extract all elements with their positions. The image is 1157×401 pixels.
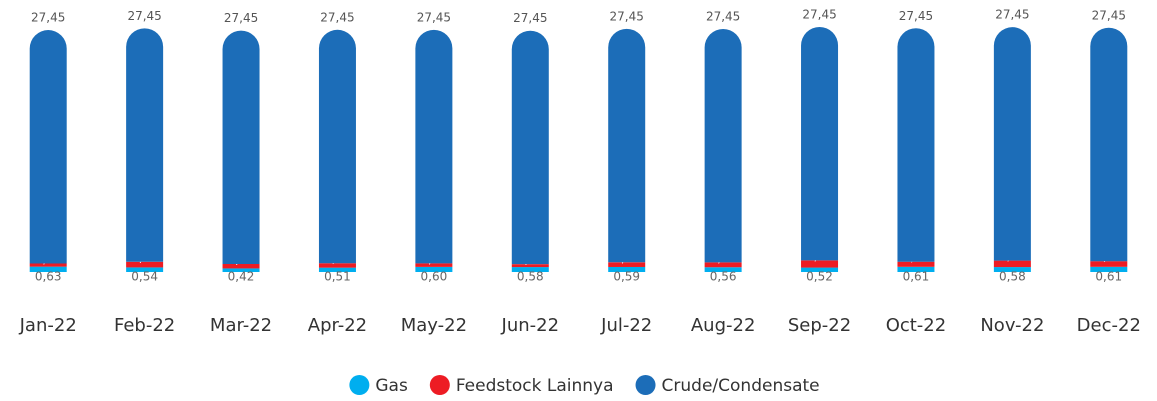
bar-segment (126, 261, 164, 268)
bar-segment (801, 260, 839, 268)
x-tick-label: Jul-22 (600, 315, 652, 336)
bar-segment (1090, 27, 1128, 262)
value-label: 27,45 (610, 9, 644, 23)
bar-segment (222, 268, 260, 272)
legend-label: Crude/Condensate (662, 376, 820, 396)
bar-segment (993, 27, 1031, 261)
bar-segment (897, 261, 935, 267)
bar-segment (511, 267, 549, 272)
bar-segment (126, 267, 164, 272)
bar-segment (222, 264, 260, 269)
value-label: 27,45 (127, 9, 161, 23)
legend-label: Gas (375, 376, 408, 396)
bar-segment (897, 28, 935, 262)
value-label: 0,63 (35, 270, 62, 284)
bar-segment (415, 266, 453, 272)
value-label: 27,45 (224, 11, 258, 25)
x-tick-label: Aug-22 (691, 315, 756, 336)
value-label: 0,58 (517, 270, 544, 284)
x-tick-label: Sep-22 (788, 315, 851, 336)
value-label: 0,60 (421, 270, 448, 284)
bar-segment (704, 267, 742, 272)
bar-segment (29, 263, 67, 267)
x-tick-label: Feb-22 (114, 315, 175, 336)
x-tick-label: Dec-22 (1077, 315, 1141, 336)
value-label: 0,58 (999, 270, 1026, 284)
value-label: 27,45 (417, 10, 451, 24)
x-tick-label: Jan-22 (19, 315, 77, 336)
bar-segment (704, 28, 742, 263)
bar-segment (608, 262, 646, 267)
bar-segment (318, 29, 356, 264)
value-label: 0,54 (131, 270, 158, 284)
bar-segment (897, 266, 935, 272)
value-label: 27,45 (899, 9, 933, 23)
bar-segment (318, 263, 356, 268)
x-tick-label: Mar-22 (210, 315, 272, 336)
legend-label: Feedstock Lainnya (456, 376, 614, 396)
legend-swatch (349, 375, 370, 395)
bar-segment (1090, 261, 1128, 267)
value-label: 0,56 (710, 270, 737, 284)
bar-segment (415, 263, 453, 267)
x-tick-label: Apr-22 (308, 315, 367, 336)
value-label: 27,45 (513, 11, 547, 25)
value-label: 27,45 (31, 11, 65, 25)
bar-segment (993, 267, 1031, 272)
x-tick-label: May-22 (401, 315, 467, 336)
value-label: 0,52 (806, 270, 833, 284)
value-label: 0,61 (1095, 270, 1122, 284)
bar-segment (415, 29, 453, 264)
value-label: 0,42 (228, 270, 255, 284)
value-label: 27,45 (706, 9, 740, 23)
x-tick-label: Oct-22 (886, 315, 947, 336)
x-tick-label: Nov-22 (980, 315, 1044, 336)
bar-segment (222, 30, 260, 265)
bar-segment (511, 264, 549, 268)
value-label: 0,61 (903, 270, 930, 284)
bar-segment (801, 27, 839, 261)
bar-segment (801, 267, 839, 272)
bar-segment (704, 262, 742, 268)
legend-swatch (429, 375, 450, 395)
bar-segment (29, 266, 67, 272)
value-label: 0,59 (613, 270, 640, 284)
bar-segment (126, 28, 164, 262)
bar-segment (29, 30, 67, 264)
bar-segment (1090, 266, 1128, 272)
value-label: 0,51 (324, 270, 351, 284)
bar-segment (318, 267, 356, 272)
value-label: 27,45 (995, 8, 1029, 22)
x-tick-label: Jun-22 (501, 315, 560, 336)
bar-segment (608, 266, 646, 272)
value-label: 27,45 (320, 10, 354, 24)
value-label: 27,45 (1092, 8, 1126, 22)
bar-segment (608, 28, 646, 263)
bar-segment (993, 260, 1031, 268)
value-label: 27,45 (802, 8, 836, 22)
bar-segment (511, 30, 549, 265)
legend-swatch (635, 375, 656, 395)
legend: Gas Feedstock Lainnya Crude/Condensate (349, 375, 820, 396)
